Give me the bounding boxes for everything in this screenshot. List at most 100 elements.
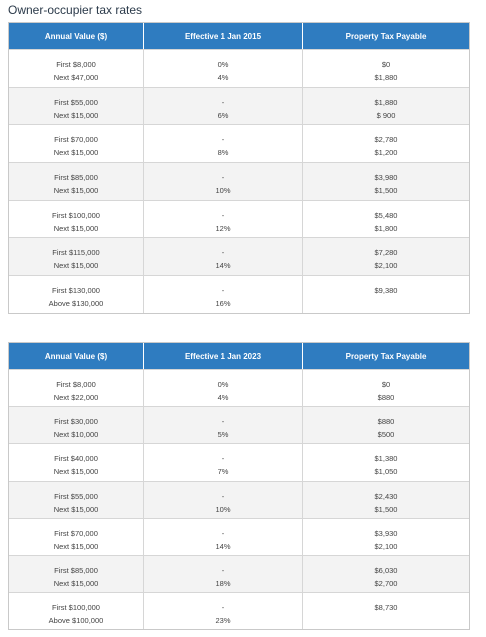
cell-line: $880 xyxy=(377,393,395,402)
cell-line: 0% xyxy=(217,60,229,69)
cell-line: $9,380 xyxy=(374,286,398,296)
cell-line: $880 xyxy=(377,417,395,427)
cell-line: 6% xyxy=(217,110,229,120)
table-row: First $70,000 Next $15,000 - 14% $3,930 $2,10… xyxy=(9,517,469,555)
table-cell: $7,280 $2,100 xyxy=(303,238,469,275)
cell-line: - xyxy=(221,454,225,464)
cell-line: First $8,000 xyxy=(56,380,96,389)
table-row: First $100,000 Next $15,000 - 12% $5,480 $1,8… xyxy=(9,199,469,238)
cell-line: 16% xyxy=(215,299,231,309)
cell-line: First $100,000 xyxy=(52,603,100,613)
header-cell: Effective 1 Jan 2015 xyxy=(144,23,303,49)
table-row: First $85,000 Next $15,000 - 18% $6,030 $2,70… xyxy=(9,554,469,593)
cell-line: First $8,000 xyxy=(56,60,96,69)
cell-line: 4% xyxy=(217,73,229,82)
header-cell: Property Tax Payable xyxy=(345,351,427,361)
cell-line: $1,380 xyxy=(374,454,398,464)
cell-line: - xyxy=(221,565,225,575)
table-cell: First $115,000 Next $15,000 xyxy=(9,238,144,276)
table-row: First $70,000 Next $15,000 - 8% $2,780 $1,200 xyxy=(9,124,469,163)
cell-line: - xyxy=(221,286,225,296)
cell-line: - xyxy=(221,417,225,427)
table-cell: First $100,000 Above $100,000 xyxy=(9,593,144,630)
cell-line: $2,100 xyxy=(374,261,398,271)
header-cell: Annual Value ($) xyxy=(9,343,144,369)
table: Annual Value ($) Effective 1 Jan 2015 Prop… xyxy=(8,22,470,314)
cell-line: Next $15,000 xyxy=(53,110,99,120)
table-cell: $8,730 xyxy=(303,593,469,629)
cell-line: First $100,000 xyxy=(52,210,100,220)
cell-line: $5,480 xyxy=(374,210,398,220)
cell-line: First $55,000 xyxy=(54,491,98,501)
cell-line: 8% xyxy=(217,148,229,158)
table-cell: First $55,000 Next $15,000 xyxy=(9,87,144,125)
table-cell: - 8% xyxy=(144,125,303,163)
cell-line: $ 900 xyxy=(376,110,396,120)
cell-line: - xyxy=(221,210,225,220)
table: Annual Value ($) Effective 1 Jan 2023 Prop… xyxy=(8,342,470,631)
cell-line: 14% xyxy=(215,261,231,271)
table-cell: 0% 4% xyxy=(144,50,303,87)
table-cell: First $8,000 Next $47,000 xyxy=(9,50,144,87)
cell-line: $1,050 xyxy=(374,467,398,477)
cell-line: $3,930 xyxy=(374,528,398,538)
cell-line: 4% xyxy=(217,393,229,402)
table-cell: 0% 4% xyxy=(144,370,303,407)
cell-line: 10% xyxy=(215,504,231,514)
cell-line: First $130,000 xyxy=(52,286,100,296)
cell-line: $2,430 xyxy=(374,491,398,501)
cell-line: 18% xyxy=(215,578,231,588)
cell-line: - xyxy=(221,528,225,538)
cell-line: 23% xyxy=(215,616,231,626)
cell-line: 0% xyxy=(217,380,229,389)
cell-line: Next $22,000 xyxy=(53,393,99,402)
table-row: First $8,000 Next $47,000 0% 4% $0 $1,880 xyxy=(9,49,469,87)
table-cell: - 18% xyxy=(144,555,303,593)
table-cell: $6,030 $2,700 xyxy=(303,556,469,592)
cell-line: - xyxy=(221,248,225,258)
cell-line: Next $15,000 xyxy=(53,578,99,588)
table-row: First $8,000 Next $22,000 0% 4% $0 $880 xyxy=(9,369,469,407)
table-cell: $2,780 $1,200 xyxy=(303,125,469,162)
table-cell: $1,380 $1,050 xyxy=(303,444,469,480)
cell-line: - xyxy=(221,135,225,145)
table-cell: - 14% xyxy=(144,238,303,276)
table-cell: $2,430 $1,500 xyxy=(303,482,469,518)
cell-line: Next $15,000 xyxy=(53,148,99,158)
table-cell: - 16% xyxy=(144,276,303,313)
cell-line: Next $15,000 xyxy=(53,504,99,514)
cell-line: $2,780 xyxy=(374,135,398,145)
cell-line: $1,500 xyxy=(374,504,398,514)
table-row: First $55,000 Next $15,000 - 10% $2,430 $1,50… xyxy=(9,480,469,518)
table-cell: $0 $1,880 xyxy=(303,50,469,87)
cell-line: First $115,000 xyxy=(52,248,100,258)
cell-line: First $30,000 xyxy=(54,417,98,427)
table-row: First $100,000 Above $100,000 - 23% $8,730 xyxy=(9,592,469,630)
cell-line: 12% xyxy=(215,223,231,233)
cell-line: $3,980 xyxy=(374,173,398,183)
cell-line: - xyxy=(221,603,225,613)
table-cell: First $55,000 Next $15,000 xyxy=(9,481,144,518)
cell-line: Next $47,000 xyxy=(53,73,99,82)
table-row: First $30,000 Next $10,000 - 5% $880 $500 xyxy=(9,406,469,444)
cell-line: $1,880 xyxy=(374,97,398,107)
cell-line: 10% xyxy=(215,186,231,196)
table-cell: - 6% xyxy=(144,87,303,125)
table-cell: - 12% xyxy=(144,200,303,238)
cell-line: $1,880 xyxy=(374,73,398,82)
cell-line: $2,100 xyxy=(374,541,398,551)
table-cell: First $85,000 Next $15,000 xyxy=(9,163,144,200)
cell-line: $8,730 xyxy=(374,603,398,613)
cell-line: $0 xyxy=(381,60,391,69)
cell-line: - xyxy=(221,97,225,107)
table-cell: - 14% xyxy=(144,518,303,555)
header-cell: Property Tax Payable xyxy=(345,31,427,41)
cell-line: First $85,000 xyxy=(54,173,98,183)
page-title: Owner-occupier tax rates xyxy=(8,3,143,17)
cell-line: Above $100,000 xyxy=(48,616,104,626)
cell-line: First $85,000 xyxy=(54,565,98,575)
cell-line: Next $15,000 xyxy=(53,541,99,551)
cell-line: $1,800 xyxy=(374,223,398,233)
table-row: First $85,000 Next $15,000 - 10% $3,980 $1,50… xyxy=(9,162,469,200)
